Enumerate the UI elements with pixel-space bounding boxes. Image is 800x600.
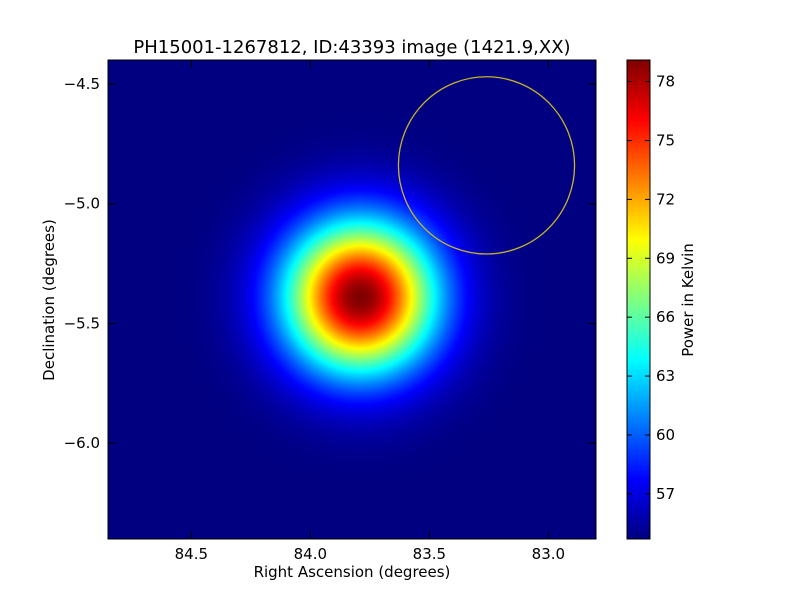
chart-title: PH15001-1267812, ID:43393 image (1421.9,… [133,37,570,58]
y-tick-label: −6.0 [64,434,100,452]
colorbar-tick-label: 78 [656,73,675,91]
x-axis-label: Right Ascension (degrees) [254,563,451,581]
y-tick-label: −4.5 [64,75,100,93]
colorbar-tick-label: 75 [656,131,675,149]
colorbar: 57 60 63 66 69 72 75 78 Power in Kelvin [626,59,697,540]
x-tick-label: 83.5 [413,545,446,563]
colorbar-tick-label: 63 [656,367,675,385]
y-axis-label: Declination (degrees) [40,219,58,381]
y-axis: −4.5 −5.0 −5.5 −6.0 [64,75,596,452]
y-tick-label: −5.0 [64,195,100,213]
aperture-circle [397,76,576,255]
colorbar-tick-label: 66 [656,308,675,326]
colorbar-tick-label: 60 [656,426,675,444]
y-tick-label: −5.5 [64,314,100,332]
colorbar-tick-label: 57 [656,485,675,503]
heatmap-image [108,60,596,539]
colorbar-tick-label: 72 [656,190,675,208]
x-tick-label: 83.0 [532,545,565,563]
colorbar-label: Power in Kelvin [679,243,697,357]
x-tick-label: 84.5 [175,545,208,563]
x-tick-label: 84.0 [294,545,327,563]
colorbar-tick-label: 69 [656,249,675,267]
colorbar-ticks: 57 60 63 66 69 72 75 78 [627,73,675,503]
x-axis: 84.5 84.0 83.5 83.0 [175,60,565,563]
colorbar-frame [626,59,651,540]
plot-frame [107,59,597,540]
